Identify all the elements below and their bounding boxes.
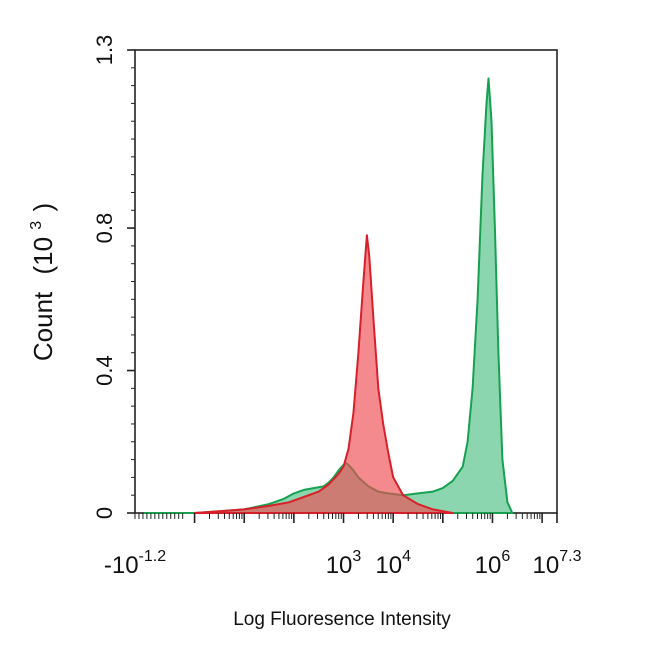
y-tick-labels: 0 0.4 0.8 1.3 <box>92 35 135 519</box>
x-tick-label-base: 10 <box>533 552 560 579</box>
x-tick-label-base: 10 <box>475 552 502 579</box>
series-layer <box>143 77 514 514</box>
x-tick-label: -10-1.2 <box>104 548 166 579</box>
x-tick-label: 103 <box>326 548 362 579</box>
x-tick-label-base: 10 <box>375 552 402 579</box>
y-axis-title-unit-open: (10 <box>28 237 58 275</box>
x-tick-label-exp: 6 <box>501 548 510 565</box>
x-minor-ticks <box>134 513 558 523</box>
x-tick-label-exp: 4 <box>402 548 411 565</box>
x-tick-label-base: -10 <box>104 552 139 579</box>
x-tick-label: 104 <box>375 548 411 579</box>
y-axis-title-unit-exp: 3 <box>28 221 45 230</box>
y-tick-label: 0.8 <box>92 213 117 244</box>
x-tick-label: 107.3 <box>533 548 582 579</box>
y-axis-title: Count (10 3 ) <box>17 203 58 361</box>
x-tick-label-exp: 7.3 <box>559 548 581 565</box>
x-tick-label-exp: -1.2 <box>139 548 167 565</box>
x-tick-labels: -10-1.2 103 104 106 107.3 <box>104 548 582 579</box>
y-tick-label: 0 <box>92 507 117 519</box>
x-tick-label: 106 <box>475 548 511 579</box>
x-tick-label-exp: 3 <box>352 548 361 565</box>
series-area-1 <box>193 234 454 514</box>
y-axis-title-count: Count <box>28 291 58 361</box>
y-tick-label: 1.3 <box>92 35 117 66</box>
y-tick-label: 0.4 <box>92 355 117 386</box>
x-tick-label-base: 10 <box>326 552 353 579</box>
x-axis-title: Log Fluoresence Intensity <box>233 609 451 630</box>
y-axis-title-unit-close: ) <box>28 203 58 212</box>
